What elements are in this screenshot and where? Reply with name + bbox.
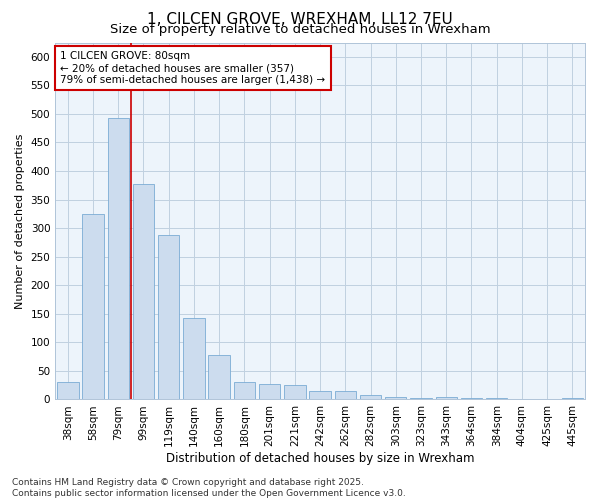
Text: Size of property relative to detached houses in Wrexham: Size of property relative to detached ho… (110, 22, 490, 36)
X-axis label: Distribution of detached houses by size in Wrexham: Distribution of detached houses by size … (166, 452, 475, 465)
Bar (82, 214, 104, 400)
Bar (284, 385, 305, 400)
Bar (133, 184, 154, 400)
Bar (233, 382, 255, 400)
Y-axis label: Number of detached properties: Number of detached properties (15, 134, 25, 308)
Bar (562, 398, 583, 400)
Bar (461, 398, 482, 400)
Bar (385, 396, 406, 400)
Bar (335, 392, 356, 400)
Text: Contains HM Land Registry data © Crown copyright and database right 2025.
Contai: Contains HM Land Registry data © Crown c… (12, 478, 406, 498)
Bar (360, 396, 381, 400)
Text: 1, CILCEN GROVE, WREXHAM, LL12 7EU: 1, CILCEN GROVE, WREXHAM, LL12 7EU (147, 12, 453, 28)
Bar (183, 318, 205, 400)
Bar (436, 397, 457, 400)
Bar (107, 118, 129, 400)
Bar (310, 392, 331, 400)
Bar (486, 398, 508, 400)
Bar (259, 384, 280, 400)
Bar (57, 382, 79, 400)
Text: 1 CILCEN GROVE: 80sqm
← 20% of detached houses are smaller (357)
79% of semi-det: 1 CILCEN GROVE: 80sqm ← 20% of detached … (61, 52, 326, 84)
Bar (536, 399, 558, 400)
Bar (158, 235, 179, 400)
Bar (208, 356, 230, 400)
Bar (511, 399, 533, 400)
Bar (410, 398, 432, 400)
